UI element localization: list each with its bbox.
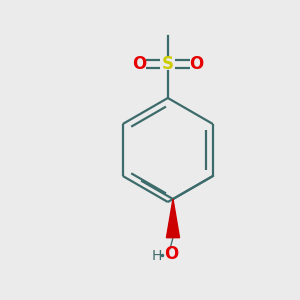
Polygon shape <box>167 199 179 238</box>
Text: H: H <box>152 249 162 263</box>
Text: O: O <box>133 55 147 73</box>
Text: O: O <box>189 55 203 73</box>
Text: O: O <box>164 245 178 263</box>
Text: S: S <box>162 55 174 73</box>
